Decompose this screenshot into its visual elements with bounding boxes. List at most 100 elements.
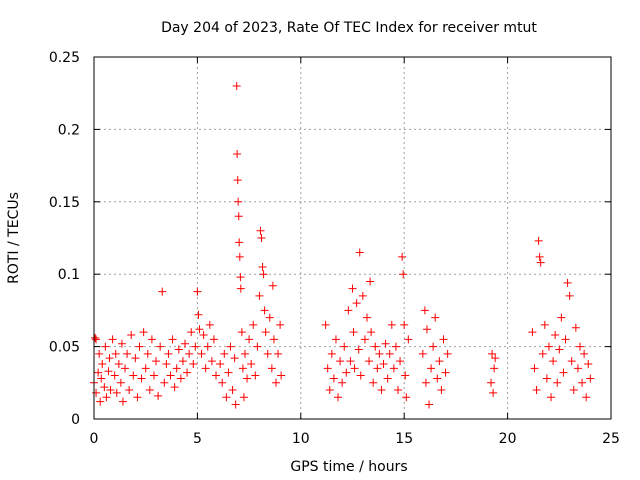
data-point <box>567 357 576 366</box>
data-point <box>110 371 119 380</box>
axis-ticks <box>93 56 612 420</box>
data-point <box>371 342 380 351</box>
data-point <box>439 335 448 344</box>
y-axis-label: ROTI / TECUs <box>6 192 22 284</box>
data-point <box>528 328 537 337</box>
data-point <box>257 234 266 242</box>
data-point <box>555 345 564 354</box>
data-point <box>489 388 498 397</box>
data-point <box>91 333 100 342</box>
data-point <box>231 400 240 409</box>
y-tick-label: 0.05 <box>49 340 80 356</box>
data-point <box>487 378 496 387</box>
data-point <box>398 252 407 261</box>
data-point <box>160 378 169 387</box>
data-point <box>237 328 246 337</box>
data-point <box>149 371 158 380</box>
data-point <box>236 273 245 282</box>
data-point <box>106 386 115 395</box>
data-point <box>355 248 364 257</box>
data-point <box>530 364 539 373</box>
data-point <box>234 197 243 206</box>
data-point <box>580 349 589 358</box>
data-point <box>536 258 545 267</box>
data-point <box>233 150 242 159</box>
data-point <box>553 378 562 387</box>
data-point <box>277 371 286 380</box>
data-point <box>187 328 196 337</box>
chart-title: Day 204 of 2023, Rate Of TEC Index for r… <box>161 20 537 36</box>
data-point <box>346 357 355 366</box>
data-point <box>178 357 187 366</box>
data-point <box>441 368 450 377</box>
data-point <box>98 359 107 368</box>
data-point <box>218 378 227 387</box>
data-point <box>104 367 113 376</box>
data-point <box>189 359 198 368</box>
data-point <box>549 357 558 366</box>
data-point <box>542 374 551 383</box>
data-point <box>573 364 582 373</box>
data-point <box>569 386 578 395</box>
data-point <box>97 374 106 383</box>
data-point <box>375 349 384 358</box>
data-point <box>265 313 274 322</box>
data-point <box>233 176 242 185</box>
data-point <box>260 306 269 315</box>
data-point <box>369 378 378 387</box>
data-point <box>228 386 237 395</box>
data-point <box>325 386 334 395</box>
data-point <box>491 354 500 363</box>
data-point <box>575 342 584 351</box>
data-point <box>350 364 359 373</box>
data-point <box>421 378 430 387</box>
data-point <box>425 400 434 409</box>
data-point <box>226 342 235 351</box>
data-point <box>383 374 392 383</box>
data-point <box>145 386 154 395</box>
data-point <box>329 374 338 383</box>
data-point <box>377 386 386 395</box>
data-point <box>271 378 280 387</box>
data-point <box>418 349 427 358</box>
data-point <box>358 291 367 300</box>
data-point <box>141 364 150 373</box>
data-point <box>191 342 200 351</box>
data-point <box>259 270 268 279</box>
data-point <box>105 354 114 363</box>
data-point <box>431 313 440 322</box>
x-tick-label: 0 <box>90 431 99 447</box>
data-point <box>220 349 229 358</box>
data-point <box>199 331 208 340</box>
data-point <box>166 371 175 380</box>
data-point <box>352 299 361 308</box>
data-point <box>381 339 390 348</box>
data-point <box>129 371 138 380</box>
data-point <box>389 364 398 373</box>
data-point <box>354 345 363 354</box>
data-point <box>234 212 243 221</box>
data-point <box>336 357 345 366</box>
data-point <box>154 391 163 400</box>
data-point <box>212 371 221 380</box>
data-point <box>274 349 283 358</box>
data-point <box>584 359 593 368</box>
data-point <box>387 320 396 329</box>
data-point <box>133 393 142 402</box>
data-point <box>174 345 183 354</box>
data-point <box>565 291 574 300</box>
data-point <box>360 335 369 344</box>
data-point <box>385 349 394 358</box>
data-point <box>551 331 560 340</box>
data-point <box>490 364 499 373</box>
data-point <box>203 342 212 351</box>
data-point <box>276 320 285 329</box>
data-point <box>235 238 244 247</box>
data-point <box>236 284 245 293</box>
data-point <box>258 262 267 271</box>
data-point <box>534 236 543 245</box>
data-point <box>443 349 452 358</box>
x-tick-label: 25 <box>602 431 620 447</box>
data-point <box>391 342 400 351</box>
data-point <box>96 397 105 406</box>
